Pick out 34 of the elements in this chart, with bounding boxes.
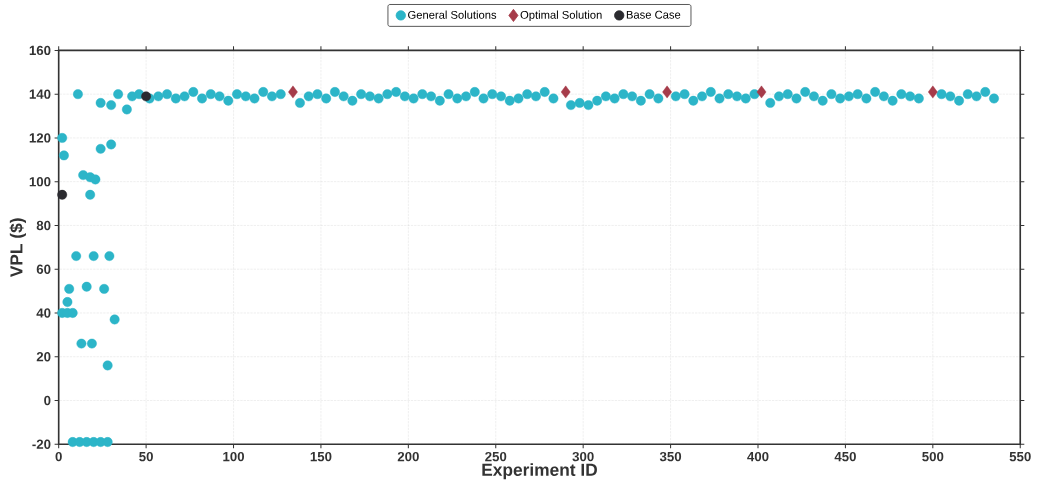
x-tick-label: 0 bbox=[55, 451, 62, 462]
point bbox=[288, 85, 298, 99]
y-tick-label: 140 bbox=[29, 89, 51, 99]
x-tick-label: 150 bbox=[310, 451, 332, 462]
x-tick-label: 550 bbox=[1009, 451, 1031, 462]
legend-label: General Solutions bbox=[408, 10, 497, 19]
x-tick-label: 100 bbox=[223, 451, 245, 462]
y-tick-label: 20 bbox=[36, 352, 51, 362]
y-tick-label: 0 bbox=[44, 395, 51, 406]
point bbox=[756, 85, 767, 99]
point bbox=[57, 189, 68, 200]
y-tick-label: 100 bbox=[29, 177, 51, 187]
y-tick-label: 60 bbox=[36, 264, 51, 274]
y-tick-label: -20 bbox=[32, 439, 51, 449]
point bbox=[662, 85, 672, 99]
point bbox=[141, 91, 151, 102]
x-tick-label: 200 bbox=[397, 451, 419, 462]
x-axis-title: Experiment ID bbox=[482, 463, 597, 480]
x-tick-label: 350 bbox=[659, 451, 682, 462]
y-tick-label: 120 bbox=[29, 133, 51, 143]
x-tick-label: 500 bbox=[922, 451, 944, 462]
y-tick-label: 80 bbox=[36, 220, 51, 231]
y-tick-label: 160 bbox=[29, 45, 51, 56]
y-axis-title: VPL ($) bbox=[9, 218, 26, 278]
legend-label: Optimal Solution bbox=[520, 10, 602, 22]
point bbox=[560, 85, 571, 99]
x-tick-label: 250 bbox=[485, 451, 507, 462]
y-tick-label: 40 bbox=[36, 308, 51, 318]
x-tick-label: 450 bbox=[834, 451, 856, 462]
point bbox=[928, 85, 938, 99]
legend-label: Base Case bbox=[626, 10, 681, 19]
x-tick-label: 300 bbox=[572, 451, 594, 462]
x-tick-label: 50 bbox=[139, 451, 153, 462]
x-tick-label: 400 bbox=[747, 451, 769, 462]
